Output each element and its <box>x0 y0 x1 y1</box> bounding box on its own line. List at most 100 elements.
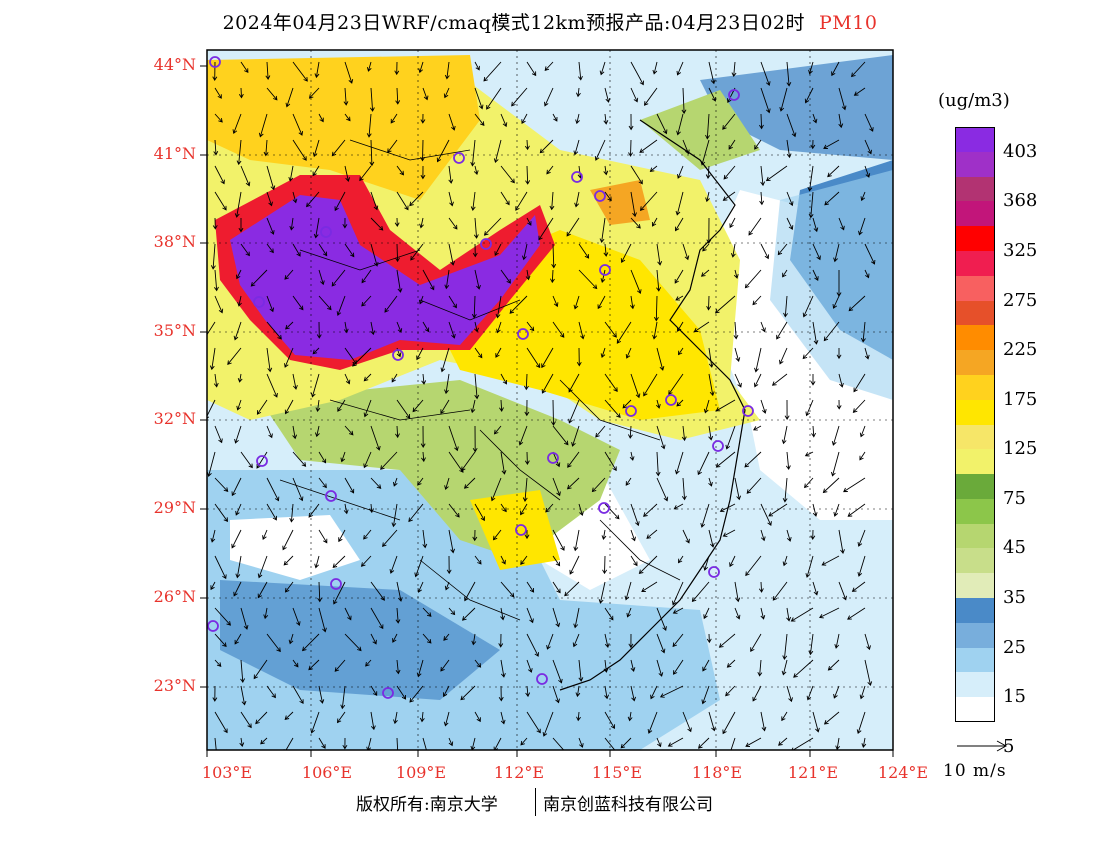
wind-arrow <box>288 633 294 645</box>
wind-arrow <box>493 737 502 750</box>
wind-arrow <box>306 191 320 208</box>
wind-arrow <box>472 425 478 453</box>
lon-label-115: 115°E <box>591 763 643 782</box>
wind-arrow <box>786 191 794 207</box>
city-marker <box>256 455 268 467</box>
wind-arrow <box>754 139 762 150</box>
wind-arrow <box>260 737 268 745</box>
wind-arrow <box>760 243 770 260</box>
wind-arrow <box>472 529 478 542</box>
wind-arrow <box>369 503 374 514</box>
lon-label-124: 124°E <box>877 763 929 782</box>
wind-arrow <box>492 529 502 541</box>
wind-arrow <box>266 633 281 653</box>
wind-arrow <box>575 685 581 698</box>
wind-arrow <box>578 269 598 290</box>
wind-arrow <box>830 451 840 477</box>
wind-arrow <box>214 425 223 444</box>
wind-arrow <box>552 607 561 628</box>
title-text: 2024年04月23日WRF/cmaq模式12km预报产品:04月23日02时 <box>222 12 805 34</box>
wind-arrow <box>384 295 398 313</box>
wind-arrow <box>812 711 820 733</box>
wind-arrow <box>620 737 632 749</box>
wind-arrow <box>628 139 633 157</box>
wind-arrow <box>237 295 242 307</box>
wind-arrow <box>332 555 346 569</box>
wind-arrow <box>310 373 320 398</box>
wind-arrow <box>210 243 216 270</box>
wind-arrow <box>630 555 638 567</box>
wind-arrow <box>810 529 816 540</box>
wind-arrow <box>853 87 866 96</box>
wind-arrow <box>292 139 307 161</box>
wind-arrow <box>630 191 637 218</box>
wind-arrow <box>538 217 554 241</box>
wind-arrow <box>292 659 299 668</box>
wind-arrow <box>292 451 307 467</box>
wind-arrow <box>292 607 301 627</box>
wind-arrow <box>266 425 273 439</box>
wind-arrow <box>700 269 710 277</box>
wind-arrow <box>390 113 398 124</box>
wind-arrow <box>227 347 242 365</box>
wind-arrow <box>250 269 268 287</box>
legend-swatch <box>955 523 995 549</box>
wind-arrow <box>812 113 818 124</box>
wind-arrow <box>498 633 504 648</box>
wind-arrow <box>782 477 788 503</box>
wind-arrow <box>283 555 294 566</box>
wind-arrow <box>474 113 485 126</box>
wind-arrow <box>591 477 606 493</box>
city-marker <box>708 566 720 578</box>
wind-arrow <box>858 217 866 236</box>
wind-arrow <box>678 347 684 356</box>
wind-arrow <box>786 113 797 138</box>
wind-arrow <box>649 165 658 172</box>
coastline <box>559 119 746 691</box>
wind-arrow <box>630 503 640 527</box>
wind-arrow <box>471 295 477 319</box>
wind-arrow <box>526 659 533 673</box>
wind-arrow <box>603 243 609 257</box>
wind-arrow <box>448 217 458 230</box>
wind-arrow <box>864 659 873 687</box>
wind-arrow <box>594 139 606 161</box>
wind-arrow <box>474 659 482 668</box>
wind-arrow <box>860 191 866 202</box>
wind-arrow <box>318 477 327 489</box>
wind-arrow <box>786 607 792 622</box>
wind-arrow <box>760 711 767 732</box>
wind-arrow <box>786 685 793 703</box>
wind-arrow <box>706 217 712 244</box>
legend-label: 325 <box>1003 239 1038 261</box>
wind-arrow <box>552 685 560 704</box>
wind-arrow <box>314 555 320 569</box>
wind-arrow <box>604 685 610 700</box>
legend-swatch <box>955 622 995 649</box>
wind-arrow <box>308 659 320 671</box>
wind-arrow <box>257 581 268 599</box>
wind-arrow <box>366 113 372 138</box>
wind-arrow <box>546 165 554 175</box>
wind-arrow <box>524 399 530 417</box>
wind-arrow <box>474 347 483 359</box>
city-marker <box>712 440 724 452</box>
wind-arrow <box>318 607 327 633</box>
wind-arrow <box>765 165 788 182</box>
wind-arrow <box>526 321 535 332</box>
wind-arrow <box>308 87 320 99</box>
wind-arrow <box>369 87 375 112</box>
wind-arrow <box>238 87 244 99</box>
wind-arrow <box>440 399 450 415</box>
wind-arrow <box>848 295 866 312</box>
wind-arrow <box>718 633 736 648</box>
wind-arrow <box>706 633 712 644</box>
lat-label-41: 41°N <box>153 144 196 163</box>
wind-arrow <box>474 555 482 565</box>
wind-arrow <box>266 295 275 313</box>
wind-arrow <box>655 399 661 409</box>
wind-arrow <box>624 581 632 601</box>
wind-arrow <box>776 321 788 340</box>
wind-arrow <box>672 607 684 614</box>
wind-arrow <box>573 529 580 552</box>
